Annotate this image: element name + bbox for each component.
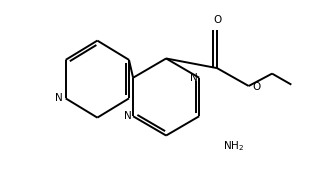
Text: N: N [124,111,132,121]
Text: NH$_2$: NH$_2$ [223,140,244,153]
Text: N: N [55,93,63,103]
Text: O: O [252,82,260,92]
Text: N: N [190,73,198,83]
Text: O: O [213,15,221,25]
